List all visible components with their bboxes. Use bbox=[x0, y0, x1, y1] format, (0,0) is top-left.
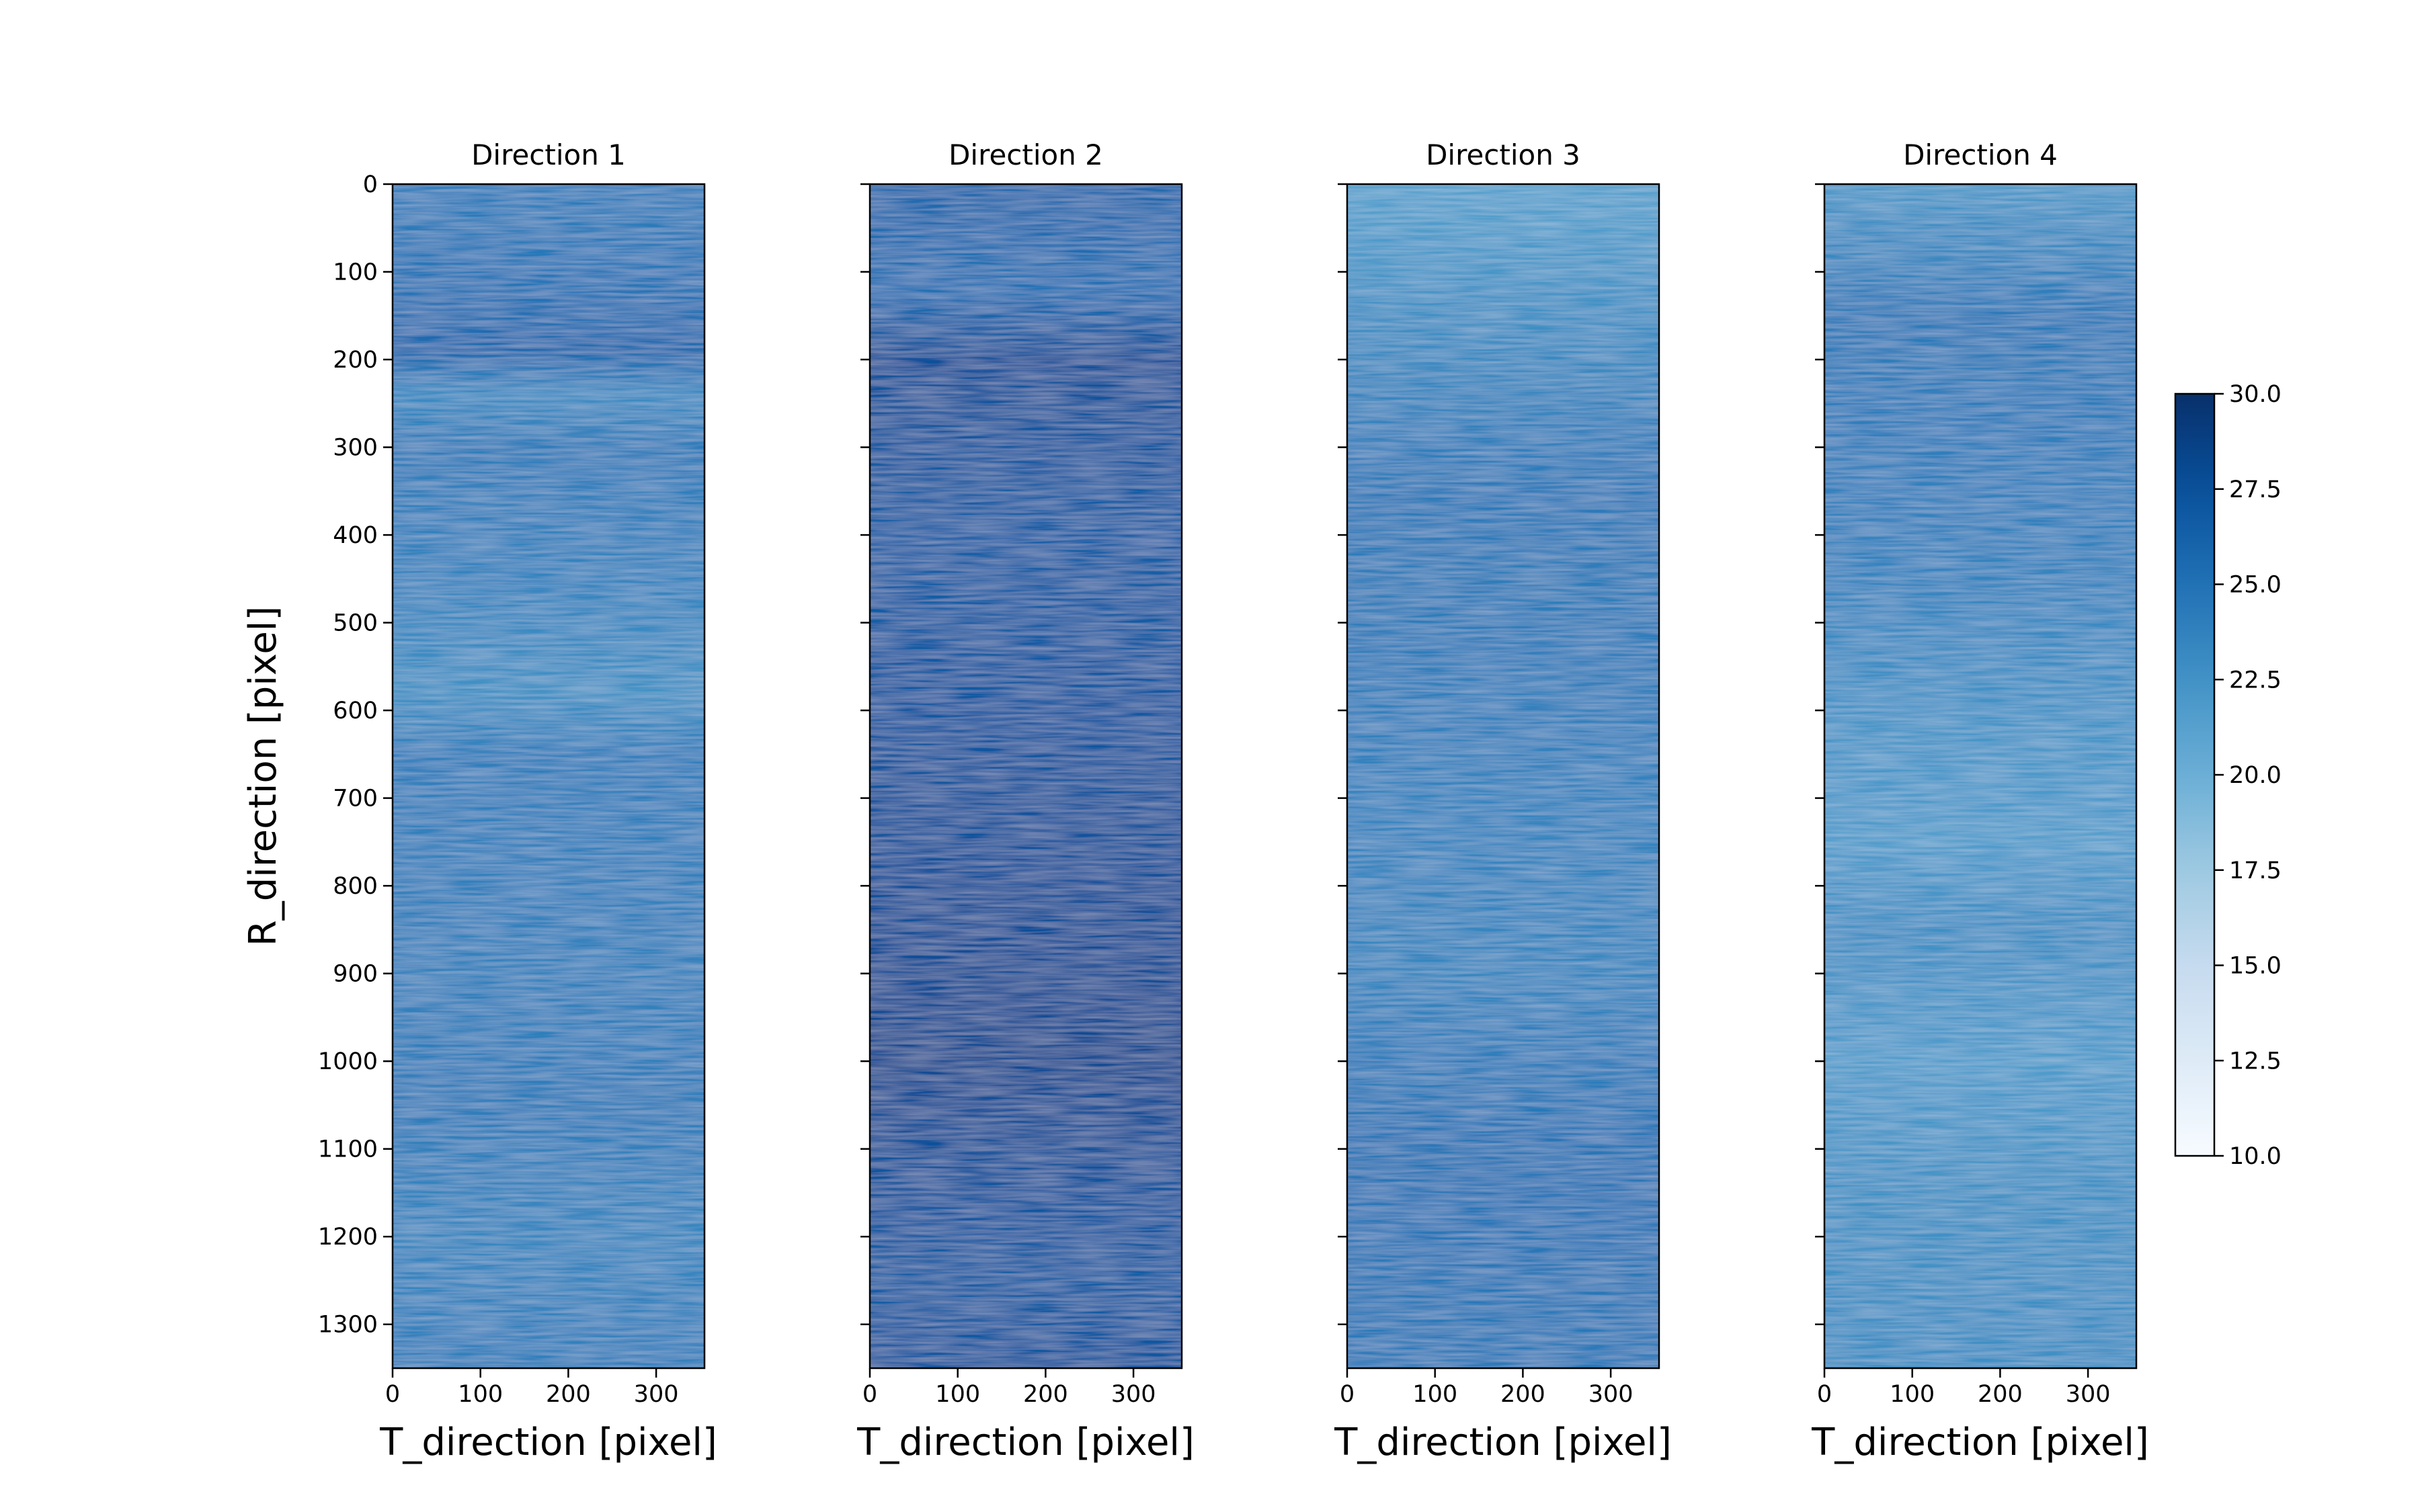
colorbar-tick-label: 17.5 bbox=[2229, 857, 2282, 884]
y-tick-label: 1300 bbox=[318, 1312, 378, 1339]
panel-4-x-axis-label: T_direction [pixel] bbox=[1811, 1421, 2149, 1464]
panel-3: Direction 3 0 100 200 300 T_direction [pixe… bbox=[1334, 138, 1672, 1464]
x-tick-label: 300 bbox=[1588, 1381, 1634, 1408]
y-axis-label: R_direction [pixel] bbox=[241, 606, 285, 946]
x-tick-label: 300 bbox=[634, 1381, 679, 1408]
colorbar-tick-label: 10.0 bbox=[2229, 1143, 2282, 1170]
colorbar-tick-label: 30.0 bbox=[2229, 381, 2282, 408]
y-tick-label: 500 bbox=[333, 610, 378, 637]
y-tick-label: 100 bbox=[333, 259, 378, 286]
panel-4-title: Direction 4 bbox=[1903, 138, 2058, 171]
x-tick-label: 200 bbox=[1978, 1381, 2023, 1408]
x-tick-label: 100 bbox=[1412, 1381, 1457, 1408]
y-tick-label: 1000 bbox=[318, 1048, 378, 1075]
x-tick-label: 100 bbox=[935, 1381, 980, 1408]
x-tick-label: 200 bbox=[546, 1381, 591, 1408]
x-tick-label: 200 bbox=[1023, 1381, 1068, 1408]
panel-4-texture bbox=[1824, 184, 2136, 1368]
x-tick-label: 0 bbox=[385, 1381, 400, 1408]
panel-1-frame bbox=[391, 183, 706, 1370]
y-tick-label: 300 bbox=[333, 435, 378, 462]
panel-3-title: Direction 3 bbox=[1426, 138, 1580, 171]
panel-1: Direction 1 0 100 200 300 400 500 600 700 800 900… bbox=[318, 138, 717, 1464]
y-tick-label: 700 bbox=[333, 786, 378, 812]
x-tick-label: 100 bbox=[1890, 1381, 1935, 1408]
colorbar-tick-label: 27.5 bbox=[2229, 476, 2282, 503]
panel-4: Direction 4 0 100 200 300 T_direction [pixe… bbox=[1811, 138, 2149, 1464]
colorbar-ticks: 10.0 12.5 15.0 17.5 20.0 22.5 25.0 27.5 30.0 bbox=[2214, 381, 2282, 1170]
colorbar-tick-label: 22.5 bbox=[2229, 667, 2282, 694]
x-tick-label: 200 bbox=[1500, 1381, 1545, 1408]
y-tick-label: 800 bbox=[333, 873, 378, 900]
panel-2-y-ticks bbox=[860, 183, 870, 1325]
panel-1-title: Direction 1 bbox=[471, 138, 626, 171]
colorbar-frame bbox=[2174, 392, 2216, 1157]
panel-1-x-axis-label: T_direction [pixel] bbox=[379, 1421, 717, 1464]
panel-4-x-ticks: 0 100 200 300 bbox=[1817, 1368, 2111, 1408]
x-tick-label: 0 bbox=[1817, 1381, 1832, 1408]
panel-1-y-ticks: 0 100 200 300 400 500 600 700 800 900 1000 1100 1200… bbox=[318, 171, 393, 1339]
panel-2-x-ticks: 0 100 200 300 bbox=[862, 1368, 1156, 1408]
panel-3-y-ticks bbox=[1338, 183, 1347, 1325]
y-tick-label: 200 bbox=[333, 347, 378, 374]
panel-3-texture bbox=[1347, 184, 1659, 1368]
y-tick-label: 1100 bbox=[318, 1136, 378, 1163]
panel-2-frame bbox=[869, 183, 1183, 1370]
colorbar-tick-label: 25.0 bbox=[2229, 572, 2282, 599]
x-tick-label: 300 bbox=[1111, 1381, 1156, 1408]
colorbar-tick-label: 20.0 bbox=[2229, 762, 2282, 789]
x-tick-label: 100 bbox=[458, 1381, 503, 1408]
panel-2-texture bbox=[870, 184, 1182, 1368]
panel-1-x-ticks: 0 100 200 300 bbox=[385, 1368, 679, 1408]
panel-2: Direction 2 0 100 200 300 T_direction [pixe… bbox=[856, 138, 1195, 1464]
panel-4-frame bbox=[1823, 183, 2138, 1370]
panel-3-x-ticks: 0 100 200 300 bbox=[1340, 1368, 1634, 1408]
colorbar: 10.0 12.5 15.0 17.5 20.0 22.5 25.0 27.5 30.0 bbox=[2174, 381, 2282, 1170]
colorbar-tick-label: 12.5 bbox=[2229, 1048, 2282, 1075]
y-tick-label: 900 bbox=[333, 961, 378, 988]
colorbar-gradient bbox=[2175, 394, 2214, 1156]
y-tick-label: 1200 bbox=[318, 1224, 378, 1251]
panel-2-x-axis-label: T_direction [pixel] bbox=[856, 1421, 1195, 1464]
y-tick-label: 600 bbox=[333, 698, 378, 724]
panel-2-title: Direction 2 bbox=[949, 138, 1103, 171]
panel-4-y-ticks bbox=[1815, 183, 1824, 1325]
x-tick-label: 0 bbox=[1340, 1381, 1355, 1408]
colorbar-tick-label: 15.0 bbox=[2229, 953, 2282, 980]
y-tick-label: 0 bbox=[363, 171, 378, 198]
x-tick-label: 0 bbox=[862, 1381, 877, 1408]
panel-3-frame bbox=[1346, 183, 1660, 1370]
panel-3-x-axis-label: T_direction [pixel] bbox=[1334, 1421, 1672, 1464]
x-tick-label: 300 bbox=[2066, 1381, 2111, 1408]
panel-1-texture bbox=[393, 184, 704, 1368]
y-tick-label: 400 bbox=[333, 522, 378, 549]
